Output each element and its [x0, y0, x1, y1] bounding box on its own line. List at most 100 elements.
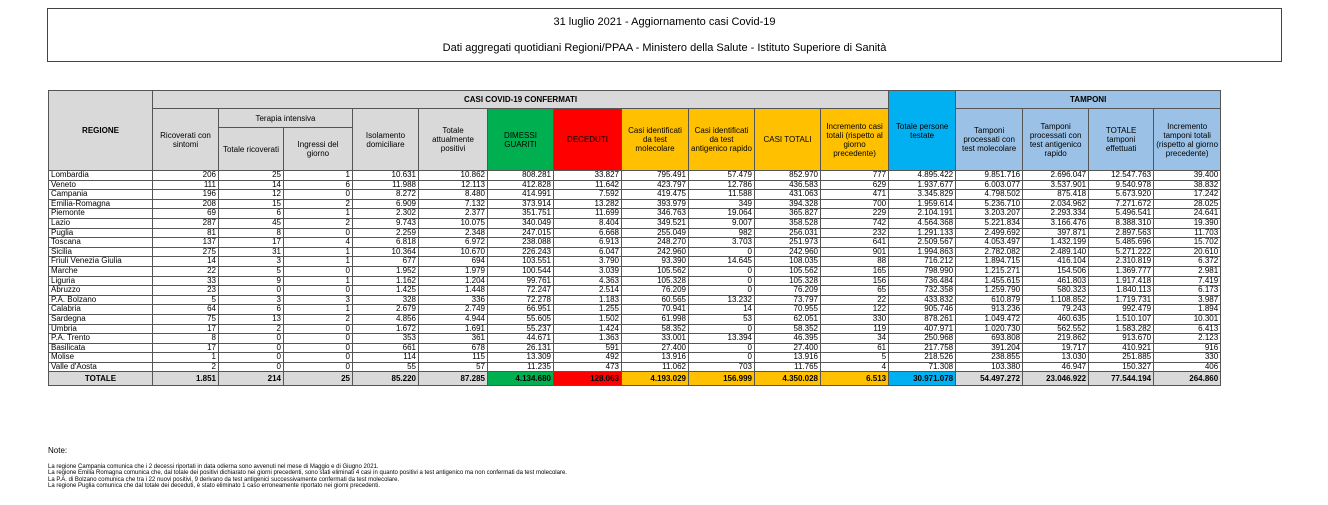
- value-cell: 2.489.140: [1022, 246, 1090, 258]
- total-cell: 4.350.028: [754, 371, 821, 387]
- value-cell: 3.039: [553, 265, 622, 277]
- value-cell: 610.879: [955, 294, 1024, 306]
- value-cell: 12: [218, 189, 284, 200]
- value-cell: 15: [218, 198, 284, 210]
- value-cell: 340.049: [487, 217, 554, 229]
- value-cell: 2.981: [1153, 265, 1222, 277]
- value-cell: 13.232: [688, 294, 755, 306]
- note-line: La regione Emilia Romagna comunica che, …: [48, 470, 567, 476]
- value-cell: 1.255: [553, 304, 622, 315]
- region-cell: Piemonte: [48, 208, 153, 219]
- value-cell: 6.372: [1153, 256, 1222, 267]
- value-cell: 23: [152, 285, 219, 296]
- value-cell: 256.031: [754, 227, 821, 239]
- data-row: Abruzzo 23 0 0 1.425 1.448 72.247 2.514 76.209 0 7…: [48, 285, 1222, 296]
- value-cell: 1.020.730: [955, 323, 1024, 335]
- data-row: Basilicata 17 0 0 661 678 26.131 591 27.400 0 27.4…: [48, 342, 1222, 354]
- data-row: Umbria 17 2 0 1.672 1.691 55.237 1.424 58.352 0 58…: [48, 323, 1222, 335]
- value-cell: 5.496.541: [1088, 208, 1155, 219]
- value-cell: 1.049.472: [955, 313, 1024, 325]
- value-cell: 349.521: [621, 217, 689, 229]
- value-cell: 46.395: [754, 333, 821, 344]
- value-cell: 591: [553, 342, 622, 354]
- value-cell: 4.895.422: [888, 170, 957, 181]
- column-header: REGIONE: [48, 90, 153, 171]
- notes: Note: La regione Campania comunica che i…: [48, 447, 567, 490]
- value-cell: 1.583.282: [1088, 323, 1155, 335]
- value-cell: 206: [152, 170, 219, 181]
- value-cell: 76.209: [621, 285, 689, 296]
- value-cell: 4.053.497: [955, 237, 1024, 248]
- total-cell: 54.497.272: [955, 371, 1024, 387]
- value-cell: 38.832: [1153, 179, 1222, 191]
- value-cell: 226.243: [487, 246, 554, 258]
- data-row: Campania 196 12 0 8.272 8.480 414.991 7.592 419.…: [48, 189, 1222, 200]
- value-cell: 0: [283, 227, 353, 239]
- value-cell: 105.562: [621, 265, 689, 277]
- value-cell: 407.971: [888, 323, 957, 335]
- value-cell: 6.972: [418, 237, 488, 248]
- value-cell: 55.237: [487, 323, 554, 335]
- total-cell: 23.046.922: [1022, 371, 1090, 387]
- region-cell: P.A. Trento: [48, 333, 153, 344]
- column-header: Totale persone testate: [888, 90, 957, 171]
- value-cell: 6.909: [352, 198, 419, 210]
- value-cell: 17: [152, 342, 219, 354]
- value-cell: 0: [218, 352, 284, 363]
- column-header: Tamponi processati con test antigenico r…: [1022, 108, 1090, 171]
- total-cell: 85.220: [352, 371, 419, 387]
- value-cell: 93.390: [621, 256, 689, 267]
- value-cell: 3.703: [688, 237, 755, 248]
- value-cell: 5: [218, 265, 284, 277]
- value-cell: 732.358: [888, 285, 957, 296]
- value-cell: 1.979: [418, 265, 488, 277]
- value-cell: 4.856: [352, 313, 419, 325]
- value-cell: 53: [688, 313, 755, 325]
- value-cell: 471: [819, 189, 890, 200]
- value-cell: 777: [819, 170, 890, 181]
- value-cell: 4.944: [418, 313, 488, 325]
- data-row: Emilia-Romagna 208 15 2 6.909 7.132 373.914 13.…: [48, 198, 1222, 210]
- value-cell: 79.243: [1022, 304, 1090, 315]
- column-header: Incremento tamponi totali (rispetto al g…: [1153, 108, 1222, 171]
- value-cell: 346.763: [621, 208, 689, 219]
- group-header: Terapia intensiva: [218, 108, 353, 128]
- value-cell: 328: [352, 294, 419, 306]
- total-cell: 1.851: [152, 371, 219, 387]
- value-cell: 14: [152, 256, 219, 267]
- value-cell: 66.951: [487, 304, 554, 315]
- value-cell: 9: [218, 275, 284, 287]
- value-cell: 219.862: [1022, 333, 1090, 344]
- value-cell: 1.448: [418, 285, 488, 296]
- region-cell: Liguria: [48, 275, 153, 287]
- value-cell: 9.851.716: [955, 170, 1024, 181]
- data-row: Valle d'Aosta 2 0 0 55 57 11.235 473 11.062 703 11…: [48, 361, 1222, 373]
- column-header: Ingressi del giorno: [283, 127, 353, 171]
- value-cell: 4.798.502: [955, 189, 1024, 200]
- value-cell: 1.363: [553, 333, 622, 344]
- value-cell: 12.113: [418, 179, 488, 191]
- value-cell: 100.544: [487, 265, 554, 277]
- column-header: Isolamento domiciliare: [352, 108, 419, 171]
- value-cell: 2.514: [553, 285, 622, 296]
- value-cell: 795.491: [621, 170, 689, 181]
- value-cell: 694: [418, 256, 488, 267]
- value-cell: 678: [418, 342, 488, 354]
- value-cell: 9.540.978: [1088, 179, 1155, 191]
- value-cell: 1.840.113: [1088, 285, 1155, 296]
- value-cell: 416.104: [1022, 256, 1090, 267]
- value-cell: 14: [218, 179, 284, 191]
- value-cell: 3.987: [1153, 294, 1222, 306]
- region-cell: Valle d'Aosta: [48, 361, 153, 373]
- value-cell: 154.506: [1022, 265, 1090, 277]
- value-cell: 716.212: [888, 256, 957, 267]
- value-cell: 5.236.710: [955, 198, 1024, 210]
- value-cell: 9.007: [688, 217, 755, 229]
- value-cell: 433.832: [888, 294, 957, 306]
- value-cell: 373.914: [487, 198, 554, 210]
- value-cell: 45: [218, 217, 284, 229]
- value-cell: 6: [218, 304, 284, 315]
- value-cell: 39.400: [1153, 170, 1222, 181]
- value-cell: 358.528: [754, 217, 821, 229]
- value-cell: 34: [819, 333, 890, 344]
